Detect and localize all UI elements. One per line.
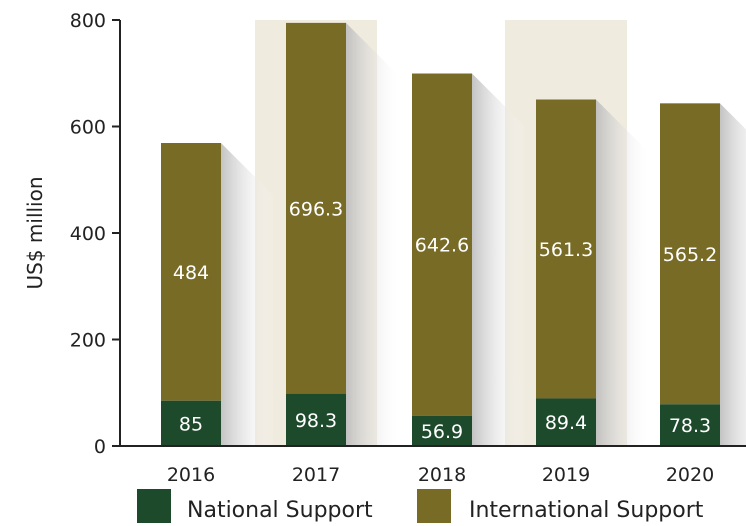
y-tick-label-600: 600	[70, 117, 106, 139]
x-tick-label-2017: 2017	[292, 464, 340, 486]
x-tick-label-2016: 2016	[167, 464, 215, 486]
label-international-2018: 642.6	[415, 235, 469, 257]
label-national-2018: 56.9	[421, 421, 463, 443]
bar-international-2018	[412, 73, 472, 416]
bar-international-2019	[536, 99, 596, 399]
bar-national-2017	[286, 393, 346, 446]
bar-international-2020	[660, 103, 720, 405]
x-tick-label-2019: 2019	[542, 464, 590, 486]
legend: National Support International Support	[137, 489, 704, 523]
label-national-2016: 85	[179, 413, 203, 435]
bar-shadow-2017	[346, 22, 398, 447]
bar-value-labels: 484 85 696.3 98.3 642.6 56.9 561.3 89.4 565.2 78.…	[173, 198, 717, 443]
bar-national-2016	[161, 400, 221, 446]
bar-national-2020	[660, 404, 720, 446]
y-tick-label-200: 200	[70, 330, 106, 352]
bar-shadow-2018	[472, 73, 524, 447]
x-ticks: 2016 2017 2018 2019 2020	[167, 464, 714, 486]
x-tick-label-2020: 2020	[666, 464, 714, 486]
bar-national-2018	[412, 415, 472, 446]
bar-shadow-2019	[596, 99, 648, 446]
y-tick-label-400: 400	[70, 223, 106, 245]
bar-shadows	[221, 22, 746, 447]
legend-swatch-international	[417, 489, 451, 523]
bars	[161, 22, 720, 446]
y-tick-label-800: 800	[70, 10, 106, 32]
legend-swatch-national	[137, 489, 171, 523]
label-national-2019: 89.4	[545, 412, 587, 434]
bar-international-2016	[161, 143, 221, 401]
label-international-2020: 565.2	[663, 244, 717, 266]
label-international-2017: 696.3	[289, 198, 343, 220]
y-tick-label-0: 0	[94, 436, 106, 458]
y-ticks: 0 200 400 600 800	[70, 10, 120, 458]
y-axis-title: US$ million	[23, 176, 47, 289]
x-tick-label-2018: 2018	[418, 464, 466, 486]
label-international-2019: 561.3	[539, 239, 593, 261]
label-national-2017: 98.3	[295, 410, 337, 432]
bar-shadow-2016	[221, 143, 273, 446]
legend-label-national: National Support	[187, 498, 373, 523]
label-national-2020: 78.3	[669, 415, 711, 437]
label-international-2016: 484	[173, 262, 209, 284]
bar-shadow-2020	[720, 103, 746, 446]
bar-national-2019	[536, 398, 596, 446]
legend-label-international: International Support	[469, 498, 704, 523]
bar-international-2017	[286, 22, 346, 394]
